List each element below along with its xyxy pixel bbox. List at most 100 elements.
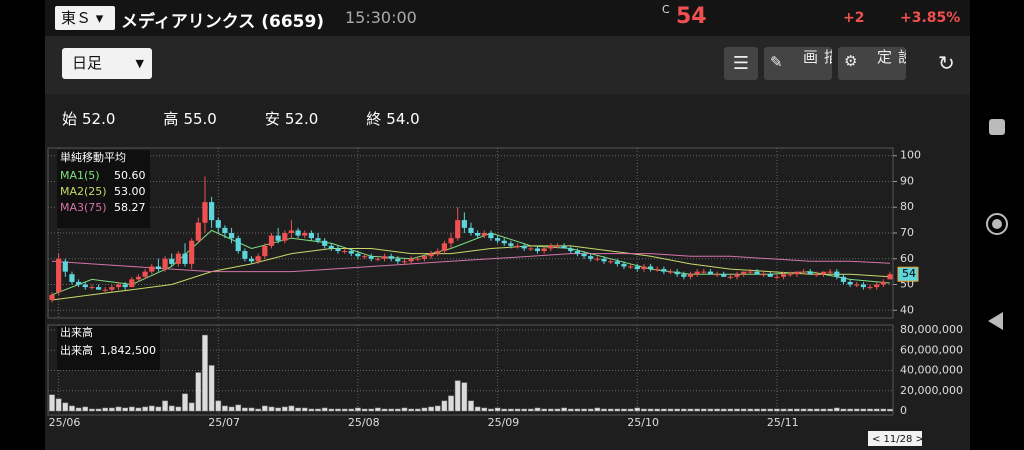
- nav-home[interactable]: [986, 213, 1008, 235]
- candle-body: [455, 220, 461, 239]
- candle-body: [122, 284, 128, 288]
- volume-bar: [355, 407, 361, 412]
- volume-bar: [807, 408, 814, 412]
- volume-bar: [714, 408, 720, 412]
- ohlc-row: 始 52.0 高 55.0 安 52.0 終 54.0: [62, 108, 468, 129]
- candle-body: [840, 276, 847, 282]
- candle-body: [827, 271, 833, 273]
- candle-body: [195, 222, 201, 241]
- candle-body: [807, 271, 813, 275]
- nav-back[interactable]: [988, 312, 1003, 330]
- candle-body: [142, 271, 148, 277]
- volume-bar: [747, 408, 754, 412]
- volume-bar: [840, 408, 847, 412]
- candle-body: [149, 266, 155, 272]
- candle-body: [694, 271, 700, 275]
- candle-body: [56, 258, 62, 293]
- gear-icon: ⚙: [844, 52, 858, 70]
- candle-body: [734, 274, 740, 277]
- x-tick-label: 25/06: [49, 416, 81, 429]
- candle-body: [62, 261, 68, 272]
- volume-bar: [680, 408, 687, 412]
- volume-bar: [734, 408, 740, 412]
- volume-bar: [335, 408, 341, 412]
- candle-body: [641, 266, 647, 270]
- candle-body: [215, 220, 221, 228]
- volume-bar: [228, 406, 235, 412]
- volume-bar: [102, 407, 109, 412]
- candle-body: [288, 230, 295, 233]
- volume-bar: [514, 408, 521, 412]
- candle-body: [481, 233, 487, 236]
- refresh-button[interactable]: ↻: [938, 51, 955, 75]
- draw-button[interactable]: ✎ 描画: [764, 47, 832, 80]
- candle-body: [115, 284, 122, 288]
- candle-body: [155, 266, 162, 270]
- x-tick-label: 25/08: [348, 416, 380, 429]
- candle-body: [102, 289, 108, 291]
- volume-bar: [95, 408, 102, 412]
- candle-body: [554, 245, 561, 247]
- cursor-tag-box: [868, 431, 922, 446]
- y-tick-label: 60: [900, 252, 914, 265]
- candle-body: [308, 233, 314, 239]
- volume-bar: [534, 407, 541, 412]
- settings-label: 設定: [875, 49, 906, 66]
- candle-body: [501, 240, 507, 244]
- volume-bar: [89, 408, 95, 412]
- volume-bar: [295, 407, 301, 412]
- candle-body: [667, 271, 674, 273]
- volume-bar: [128, 406, 135, 412]
- candle-body: [647, 266, 654, 270]
- volume-bar: [528, 408, 534, 412]
- candle-body: [275, 235, 281, 241]
- candle-body: [588, 256, 594, 259]
- candle-body: [541, 248, 547, 252]
- ohlc-value: 54.0: [386, 110, 420, 128]
- cursor-tag: < 11/28 >: [872, 434, 924, 445]
- candle-body: [674, 271, 680, 275]
- volume-bar: [308, 408, 315, 412]
- volume-bar: [561, 407, 567, 412]
- candle-body: [401, 261, 408, 263]
- candle-body: [395, 258, 401, 262]
- volume-bar: [148, 405, 155, 412]
- ohlc-item: 高 55.0: [163, 110, 216, 128]
- volume-bar: [448, 395, 454, 412]
- volume-bar: [547, 408, 554, 412]
- candle-body: [135, 276, 142, 280]
- candle-body: [581, 253, 587, 257]
- volume-bar: [454, 380, 461, 412]
- volume-legend-title: 出来高: [60, 325, 93, 339]
- volume-bar: [69, 405, 75, 412]
- volume-bar: [408, 408, 414, 412]
- ohlc-value: 55.0: [183, 110, 217, 128]
- nav-recent[interactable]: [989, 119, 1005, 135]
- volume-bar: [508, 408, 514, 412]
- volume-bar: [175, 406, 182, 412]
- candle-body: [508, 243, 514, 246]
- volume-bar: [780, 408, 787, 412]
- volume-bar: [621, 408, 627, 412]
- candle-body: [468, 227, 474, 233]
- candle-body: [222, 227, 228, 233]
- indicator-button[interactable]: ☰: [724, 47, 758, 80]
- candle-body: [521, 245, 527, 249]
- candle-body: [654, 269, 660, 271]
- volume-bar: [288, 405, 295, 412]
- candle-body: [561, 245, 567, 249]
- settings-button[interactable]: ⚙ 設定: [838, 47, 906, 80]
- period-select[interactable]: 日足 ▼: [62, 48, 152, 79]
- volume-bar: [754, 408, 760, 412]
- volume-bar: [574, 408, 581, 412]
- candle-body: [880, 281, 886, 285]
- market-select[interactable]: 東Ｓ ▾: [55, 6, 115, 30]
- volume-legend-label: 出来高: [60, 343, 93, 357]
- volume-bar: [375, 407, 381, 412]
- volume-bar: [321, 407, 328, 412]
- volume-bar: [800, 408, 807, 412]
- candle-body: [82, 284, 88, 288]
- candle-body: [95, 287, 102, 290]
- candle-body: [860, 284, 866, 288]
